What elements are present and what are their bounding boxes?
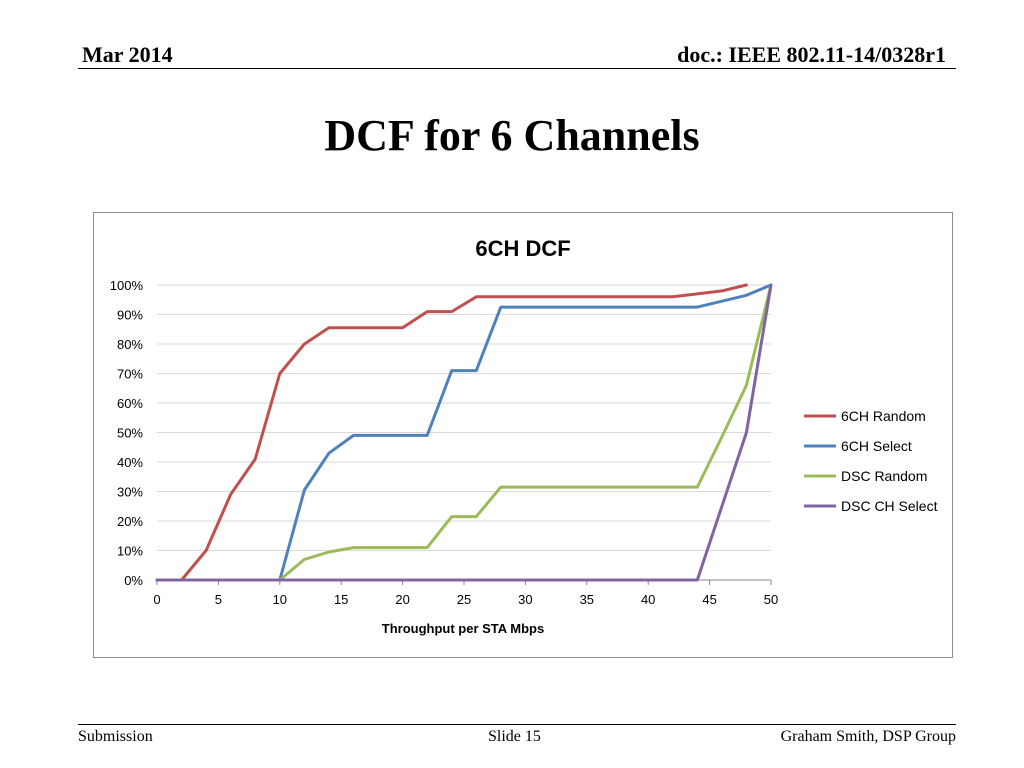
y-tick-label: 50% <box>117 426 143 441</box>
legend-label: 6CH Select <box>841 438 912 454</box>
y-tick-label: 100% <box>110 278 144 293</box>
x-tick-label: 20 <box>395 592 409 607</box>
legend-label: DSC CH Select <box>841 498 938 514</box>
header-divider <box>78 68 956 69</box>
y-tick-label: 70% <box>117 367 143 382</box>
y-tick-label: 10% <box>117 544 143 559</box>
y-tick-label: 20% <box>117 514 143 529</box>
footer-slide-number: Slide 15 <box>488 728 541 745</box>
x-tick-label: 35 <box>580 592 594 607</box>
x-axis-ticks: 0 5 10 15 20 25 30 35 40 45 50 <box>153 580 778 607</box>
y-tick-label: 40% <box>117 455 143 470</box>
line-chart: 6CH DCF 0%10%20%30%40%50%60%70%80%90%100… <box>110 236 938 636</box>
x-tick-label: 25 <box>457 592 471 607</box>
y-tick-label: 60% <box>117 396 143 411</box>
series-line-6ch-random <box>155 283 748 582</box>
x-tick-label: 10 <box>273 592 287 607</box>
x-tick-label: 45 <box>702 592 716 607</box>
y-tick-label: 0% <box>124 573 143 588</box>
chart-series <box>155 283 773 582</box>
slide-title: DCF for 6 Channels <box>324 111 700 160</box>
y-tick-label: 80% <box>117 337 143 352</box>
chart-legend: 6CH Random 6CH Select DSC Random DSC CH Sel… <box>804 408 938 514</box>
y-axis-ticks: 0% 10% 20% 30% 40% 50% 60% 70% 80% 90% 100% <box>110 278 144 588</box>
x-tick-label: 0 <box>153 592 160 607</box>
footer-submission: Submission <box>78 728 153 745</box>
footer-author: Graham Smith, DSP Group <box>780 728 956 745</box>
legend-label: 6CH Random <box>841 408 926 424</box>
legend-label: DSC Random <box>841 468 927 484</box>
chart-gridlines <box>157 284 771 581</box>
x-tick-label: 40 <box>641 592 655 607</box>
header-doc-id: doc.: IEEE 802.11-14/0328r1 <box>677 42 946 67</box>
y-tick-label: 30% <box>117 485 143 500</box>
x-tick-label: 5 <box>215 592 222 607</box>
y-tick-label: 90% <box>117 308 143 323</box>
x-tick-label: 15 <box>334 592 348 607</box>
series-line-dsc-ch-select <box>155 283 773 582</box>
x-axis-label: Throughput per STA Mbps <box>382 621 544 636</box>
x-tick-label: 50 <box>764 592 778 607</box>
header-date: Mar 2014 <box>82 42 173 67</box>
footer-divider <box>78 724 956 725</box>
chart-frame: 6CH DCF 0% 10% 20% 30% 40% 50% 60% 70% 80% 90% 100… <box>93 212 953 658</box>
chart-title: 6CH DCF <box>475 236 570 261</box>
x-tick-label: 30 <box>518 592 532 607</box>
